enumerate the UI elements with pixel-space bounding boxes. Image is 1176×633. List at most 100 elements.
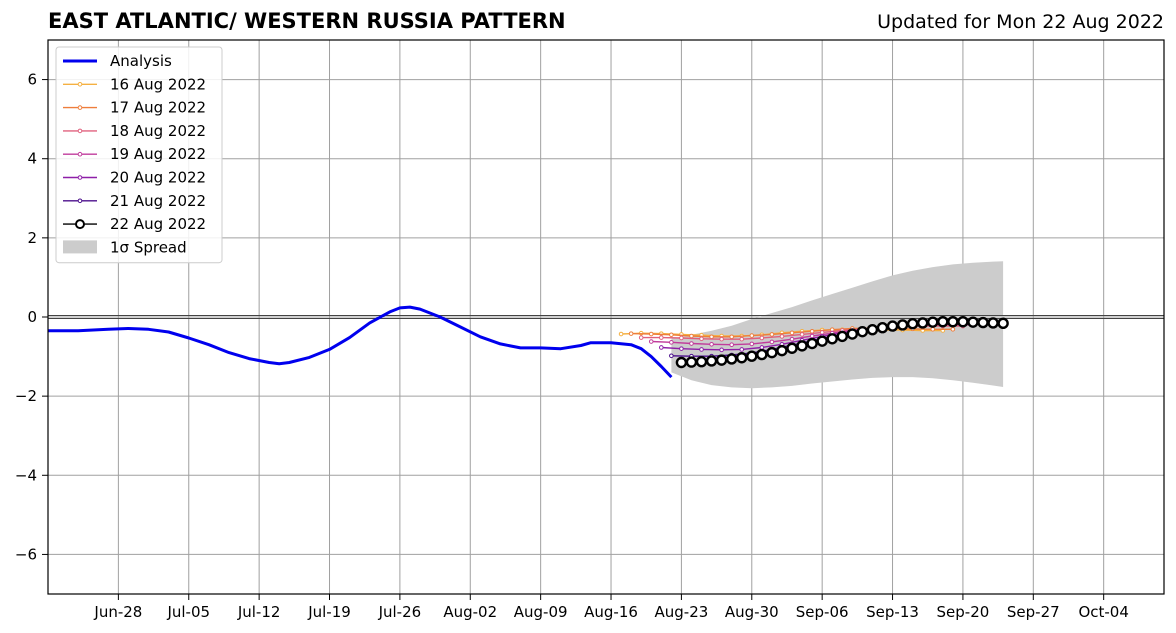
forecast-point (917, 317, 929, 329)
chart-title: EAST ATLANTIC/ WESTERN RUSSIA PATTERN (48, 9, 566, 33)
legend-swatch-marker (77, 151, 83, 157)
forecast-point (977, 316, 989, 329)
legend-swatch-spread (63, 240, 97, 254)
x-tick-label: Aug-02 (443, 603, 497, 621)
y-tick-label: 2 (27, 229, 37, 247)
x-tick-label: Jul-12 (237, 603, 281, 621)
x-tick-label: Aug-09 (514, 603, 568, 621)
forecast-point (809, 328, 815, 334)
forecast-point (826, 333, 838, 345)
forecast-point (816, 335, 828, 347)
analysis-line (48, 305, 673, 379)
forecast-point (776, 344, 788, 357)
forecast-point (957, 316, 969, 328)
x-tick-label: Sep-20 (937, 603, 990, 621)
forecast-point (866, 323, 879, 336)
x-tick-label: Sep-06 (796, 603, 849, 621)
forecast-point (709, 342, 714, 347)
forecast-point (679, 346, 684, 351)
forecast-point (846, 328, 859, 340)
x-tick-label: Aug-23 (655, 603, 709, 621)
forecast-point (729, 342, 734, 348)
forecast-point (699, 336, 704, 342)
forecast-point (648, 331, 654, 337)
forecast-point (786, 342, 798, 354)
forecast-point (689, 333, 694, 339)
forecast-point (669, 332, 674, 338)
legend-swatch-marker (75, 219, 85, 230)
forecast-point (766, 346, 778, 359)
forecast-point (719, 347, 724, 353)
forecast-point (648, 339, 654, 344)
forecast-point (658, 335, 664, 340)
x-tick-label: Jul-26 (378, 603, 422, 621)
forecast-point (896, 319, 909, 331)
forecast-point (689, 341, 694, 346)
forecast-point (669, 353, 674, 359)
legend-swatch-marker (77, 82, 83, 87)
forecast-point (927, 316, 939, 328)
grid-lines (48, 40, 1164, 594)
legend: Analysis 16 Aug 2022 17 Aug 2022 18 Aug 202… (55, 46, 223, 264)
forecast-point (906, 318, 919, 330)
forecast-point (836, 330, 848, 343)
forecast-point (736, 352, 748, 364)
forecast-point (947, 316, 959, 328)
forecast-point (779, 334, 785, 339)
forecast-point (756, 348, 768, 361)
forecast-point (819, 330, 825, 335)
legend-label: 22 Aug 2022 (110, 215, 206, 233)
forecast-point (759, 335, 765, 341)
forecast-point (799, 332, 805, 337)
forecast-point (937, 316, 949, 328)
chart-subtitle: Updated for Mon 22 Aug 2022 (877, 11, 1164, 33)
forecast-point (618, 331, 624, 337)
zero-line (48, 315, 1164, 319)
legend-label: 21 Aug 2022 (110, 192, 206, 210)
y-tick-label: −4 (15, 466, 37, 484)
legend-box (55, 46, 223, 264)
legend-swatch-marker (77, 105, 83, 110)
y-tick-label: 6 (27, 71, 37, 89)
forecast-point (930, 326, 936, 332)
forecast-point (638, 335, 644, 340)
forecast-point (695, 356, 708, 368)
forecast-point (759, 345, 765, 350)
forecast-point (789, 330, 795, 336)
forecast-point (709, 334, 714, 340)
forecast-point (876, 321, 889, 334)
forecast-point (987, 317, 999, 329)
forecast-point (997, 317, 1009, 330)
legend-swatch-marker (77, 198, 83, 204)
forecast-point (749, 333, 755, 338)
forecast-point (685, 356, 698, 368)
x-tick-label: Sep-13 (866, 603, 919, 621)
forecast-point (699, 347, 704, 352)
forecast-point (886, 320, 899, 332)
y-tick-label: 4 (27, 150, 37, 168)
forecast-point (806, 337, 818, 350)
forecast-point (769, 332, 775, 337)
forecast-point (856, 325, 869, 338)
forecast-point (719, 336, 724, 342)
forecast-point (796, 340, 808, 352)
forecast-point (729, 334, 734, 340)
legend-label: 19 Aug 2022 (110, 145, 206, 163)
x-tick-label: Oct-04 (1078, 603, 1128, 621)
series-group (48, 305, 1009, 379)
legend-label: Analysis (110, 52, 172, 70)
y-tick-label: −6 (15, 545, 37, 563)
x-tick-label: Jul-05 (166, 603, 210, 621)
legend-swatch-marker (77, 128, 83, 134)
forecast-point (679, 335, 684, 341)
legend-label: 20 Aug 2022 (110, 169, 206, 187)
forecast-point (628, 331, 634, 336)
forecast-point (669, 340, 674, 345)
y-tick-label: 0 (27, 308, 37, 326)
forecast-point (749, 341, 755, 347)
x-tick-label: Jun-28 (93, 603, 142, 621)
forecast-point (705, 355, 718, 367)
forecast-point (739, 347, 745, 352)
forecast-point (809, 333, 815, 339)
legend-label: 18 Aug 2022 (110, 122, 206, 140)
